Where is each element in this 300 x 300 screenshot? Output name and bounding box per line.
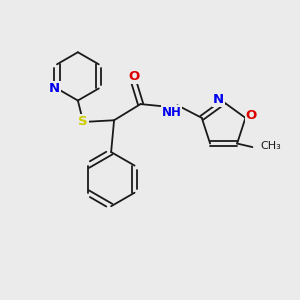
Text: O: O [246, 109, 257, 122]
Text: N: N [49, 82, 60, 95]
Text: N: N [213, 93, 224, 106]
Text: CH₃: CH₃ [261, 142, 281, 152]
Text: NH: NH [162, 106, 182, 119]
Text: S: S [78, 115, 88, 128]
Text: O: O [128, 70, 140, 83]
